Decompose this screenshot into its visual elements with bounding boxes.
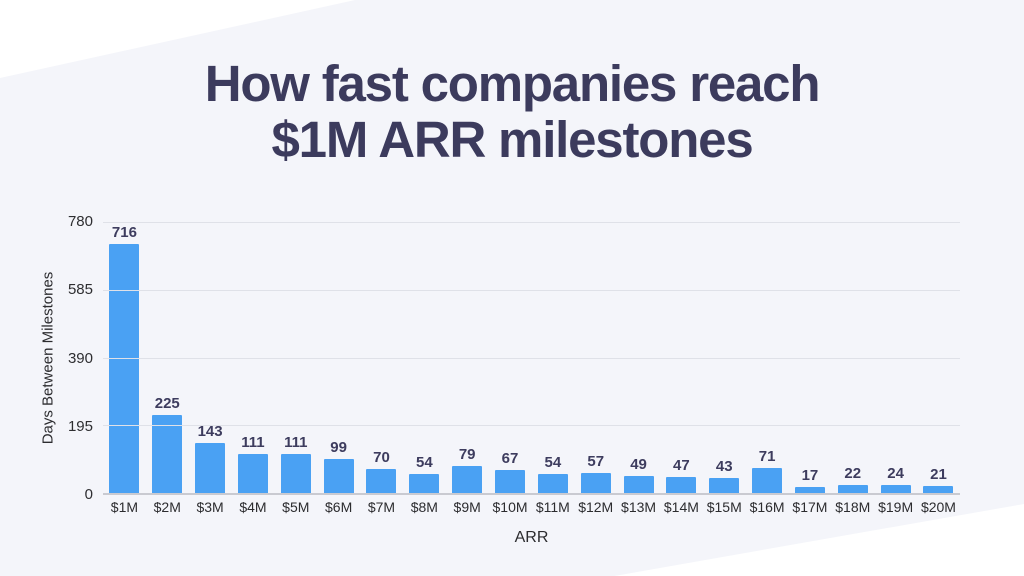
bar (280, 454, 311, 493)
bar-value-label: 47 (673, 456, 690, 474)
bar-value-label: 111 (241, 434, 265, 452)
bars: 716 225 143 111 111 99 70 54 79 67 54 57 49 47 43 71 17 2… (103, 222, 960, 493)
bar (923, 485, 954, 493)
bar-column: 54 (403, 222, 446, 493)
bar (495, 469, 526, 493)
bar-column: 21 (917, 222, 960, 493)
bar (752, 468, 783, 493)
bar-value-label: 70 (373, 448, 390, 466)
bar (237, 454, 268, 493)
x-tick-label: $13M (621, 499, 657, 515)
x-tick-label: $10M (492, 499, 528, 515)
bar-column: 54 (531, 222, 574, 493)
bar-value-label: 716 (111, 224, 137, 242)
x-tick-label: $7M (367, 499, 396, 515)
bar-column: 17 (789, 222, 832, 493)
gridline (103, 425, 960, 427)
bar-value-label: 49 (630, 455, 647, 473)
gridline (103, 222, 960, 223)
bar (152, 414, 183, 493)
x-axis-title: ARR (514, 529, 549, 546)
x-tick-label: $17M (792, 499, 828, 515)
x-tick-label: $3M (196, 499, 224, 515)
bar (666, 476, 697, 493)
x-tick-label: $11M (535, 499, 570, 515)
bar-value-label: 225 (154, 394, 180, 412)
plot-area: 716 225 143 111 111 99 70 54 79 67 54 57 49 47 43 71 17 2… (103, 222, 960, 495)
bar-value-label: 111 (284, 434, 308, 452)
bar (452, 465, 483, 493)
x-tick-label: $15M (706, 499, 742, 515)
bar-column: 79 (446, 222, 489, 493)
x-tick-label: $18M (835, 499, 871, 515)
x-tick-label: $2M (153, 499, 181, 515)
chart-title: How fast companies reach $1M ARR milesto… (0, 56, 1024, 168)
y-axis-title: Days Between Milestones (39, 271, 57, 445)
chart-title-line-2: $1M ARR milestones (271, 111, 754, 168)
bar-column: 111 (274, 222, 317, 493)
y-tick-label: 585 (67, 281, 93, 299)
bar-value-label: 22 (844, 465, 862, 483)
x-tick-label: $5M (282, 499, 310, 515)
x-tick-label: $1M (110, 499, 139, 515)
bar-column: 225 (146, 222, 189, 493)
bar (109, 244, 140, 493)
bar-value-label: 71 (758, 448, 776, 466)
gridline (103, 289, 960, 291)
x-tick-label: $9M (453, 499, 481, 515)
bar-column: 111 (232, 222, 275, 493)
bar-value-label: 43 (715, 458, 733, 476)
bar-value-label: 54 (544, 454, 562, 472)
x-tick-label: $4M (239, 499, 267, 515)
x-tick-label: $12M (578, 499, 614, 515)
x-tick-label: $20M (920, 499, 956, 515)
bar (837, 485, 868, 493)
bar-value-label: 24 (887, 464, 904, 482)
y-tick-label: 780 (67, 213, 93, 230)
bar-value-label: 143 (197, 423, 223, 441)
gridline (103, 357, 960, 359)
x-tick-label: $19M (878, 499, 914, 515)
bar (409, 474, 440, 493)
bar (794, 487, 825, 493)
bar-value-label: 99 (330, 438, 347, 456)
bar-value-label: 57 (587, 453, 605, 471)
bar-column: 70 (360, 222, 403, 493)
bar (880, 484, 911, 493)
bar-column: 67 (489, 222, 532, 493)
x-tick-label: $16M (749, 499, 785, 515)
bar-column: 716 (103, 222, 146, 493)
y-tick-label: 390 (67, 349, 93, 367)
x-tick-label: $14M (663, 499, 699, 515)
chart-title-line-1: How fast companies reach (204, 55, 821, 112)
bar (623, 475, 654, 493)
bar-value-label: 54 (415, 454, 433, 472)
bar-column: 71 (746, 222, 789, 493)
bar (580, 473, 611, 493)
bar-value-label: 17 (801, 467, 819, 485)
bar (195, 443, 226, 493)
bar (366, 468, 397, 493)
y-tick-label: 195 (67, 417, 93, 435)
bar-column: 24 (874, 222, 917, 493)
bar-column: 22 (831, 222, 874, 493)
x-tick-label: $8M (410, 499, 438, 515)
y-axis-ticks: 0 195 390 585 780 (55, 213, 93, 503)
bar (323, 458, 354, 493)
bar-column: 143 (189, 222, 232, 493)
bar (709, 478, 740, 493)
bar-value-label: 79 (458, 445, 476, 463)
bar-column: 43 (703, 222, 746, 493)
y-tick-label: 0 (84, 486, 93, 503)
bar-column: 99 (317, 222, 360, 493)
bar-value-label: 21 (930, 465, 947, 483)
bar-column: 57 (574, 222, 617, 493)
bar-column: 47 (660, 222, 703, 493)
x-tick-label: $6M (325, 499, 353, 515)
bar-value-label: 67 (501, 449, 519, 467)
bar-column: 49 (617, 222, 660, 493)
x-tick-labels: $1M $2M $3M $4M $5M $6M $7M $8M $9M $10M $11M $12M $… (103, 499, 960, 515)
bar (537, 474, 568, 493)
